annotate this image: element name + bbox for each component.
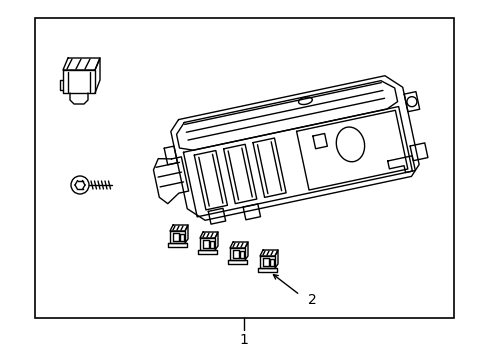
Text: 2: 2 bbox=[307, 293, 316, 307]
Bar bbox=[35, 18, 453, 318]
Text: 1: 1 bbox=[239, 333, 248, 347]
